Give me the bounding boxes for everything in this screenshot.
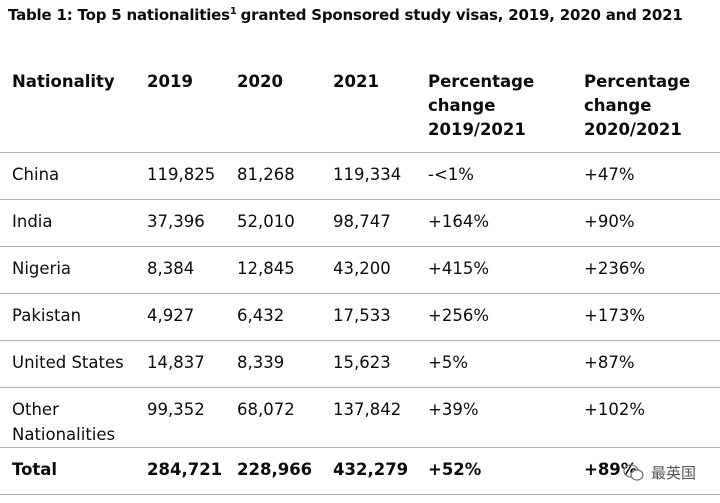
table-row: United States 14,837 8,339 15,623 +5% +87% [0,340,720,388]
table-cell: 119,825 [147,152,237,200]
total-cell: +89% [584,447,720,495]
header-cell: Nationality [0,64,147,153]
table-row: Other Nationalities 99,352 68,072 137,842 +3… [0,387,720,448]
wechat-icon [623,463,644,481]
table-cell: 43,200 [333,246,428,294]
table-cell: 81,268 [237,152,333,200]
table-cell: +256% [428,293,584,341]
table-cell: +102% [584,387,720,448]
watermark: 最英国 [623,462,696,483]
watermark-text: 最英国 [650,464,696,482]
total-cell: 284,721 [147,447,237,495]
total-cell: 432,279 [333,447,428,495]
table-cell: 6,432 [237,293,333,341]
table-row: Nigeria 8,384 12,845 43,200 +415% +236% [0,246,720,294]
table-cell: Pakistan [0,293,147,341]
table-cell: India [0,199,147,247]
table-cell: Other Nationalities [0,387,147,448]
table-title: Table 1: Top 5 nationalities1 granted Spo… [8,6,683,24]
table-row: India 37,396 52,010 98,747 +164% +90% [0,199,720,247]
total-cell: 228,966 [237,447,333,495]
table-row: China 119,825 81,268 119,334 -<1% +47% [0,152,720,200]
table-cell: +173% [584,293,720,341]
table-cell: +90% [584,199,720,247]
title-text: Table 1: Top 5 nationalities [8,6,230,24]
table-body: China 119,825 81,268 119,334 -<1% +47% India 37… [0,152,720,495]
total-cell: Total [0,447,147,495]
table-cell: 4,927 [147,293,237,341]
table-cell: United States [0,340,147,388]
data-table: Nationality 2019 2020 2021 Percentage change… [0,64,720,495]
table-row: Pakistan 4,927 6,432 17,533 +256% +173% [0,293,720,341]
table-cell: 8,339 [237,340,333,388]
table-cell: +87% [584,340,720,388]
table-cell: 68,072 [237,387,333,448]
table-cell: 14,837 [147,340,237,388]
table-cell: 17,533 [333,293,428,341]
header-cell: Percentage change 2020/2021 [584,64,720,153]
title-text: granted Sponsored study visas, 2019, 202… [240,6,683,24]
footnote-ref: 1 [229,6,237,17]
table-cell: 12,845 [237,246,333,294]
table-cell: 137,842 [333,387,428,448]
table-cell: 15,623 [333,340,428,388]
header-row: Nationality 2019 2020 2021 Percentage change… [0,64,720,153]
table-cell: +5% [428,340,584,388]
header-cell: Percentage change 2019/2021 [428,64,584,153]
table-cell: 37,396 [147,199,237,247]
table-cell: 98,747 [333,199,428,247]
header-cell: 2021 [333,64,428,153]
table-cell: -<1% [428,152,584,200]
table-cell: 52,010 [237,199,333,247]
header-cell: 2020 [237,64,333,153]
total-row: Total 284,721 228,966 432,279 +52% +89% [0,447,720,495]
total-cell: +52% [428,447,584,495]
table-cell: +39% [428,387,584,448]
table-cell: +164% [428,199,584,247]
table-cell: 99,352 [147,387,237,448]
table-cell: China [0,152,147,200]
table-cell: 8,384 [147,246,237,294]
table-cell: +415% [428,246,584,294]
table-cell: +47% [584,152,720,200]
header-cell: 2019 [147,64,237,153]
table-cell: 119,334 [333,152,428,200]
table-cell: Nigeria [0,246,147,294]
table-cell: +236% [584,246,720,294]
